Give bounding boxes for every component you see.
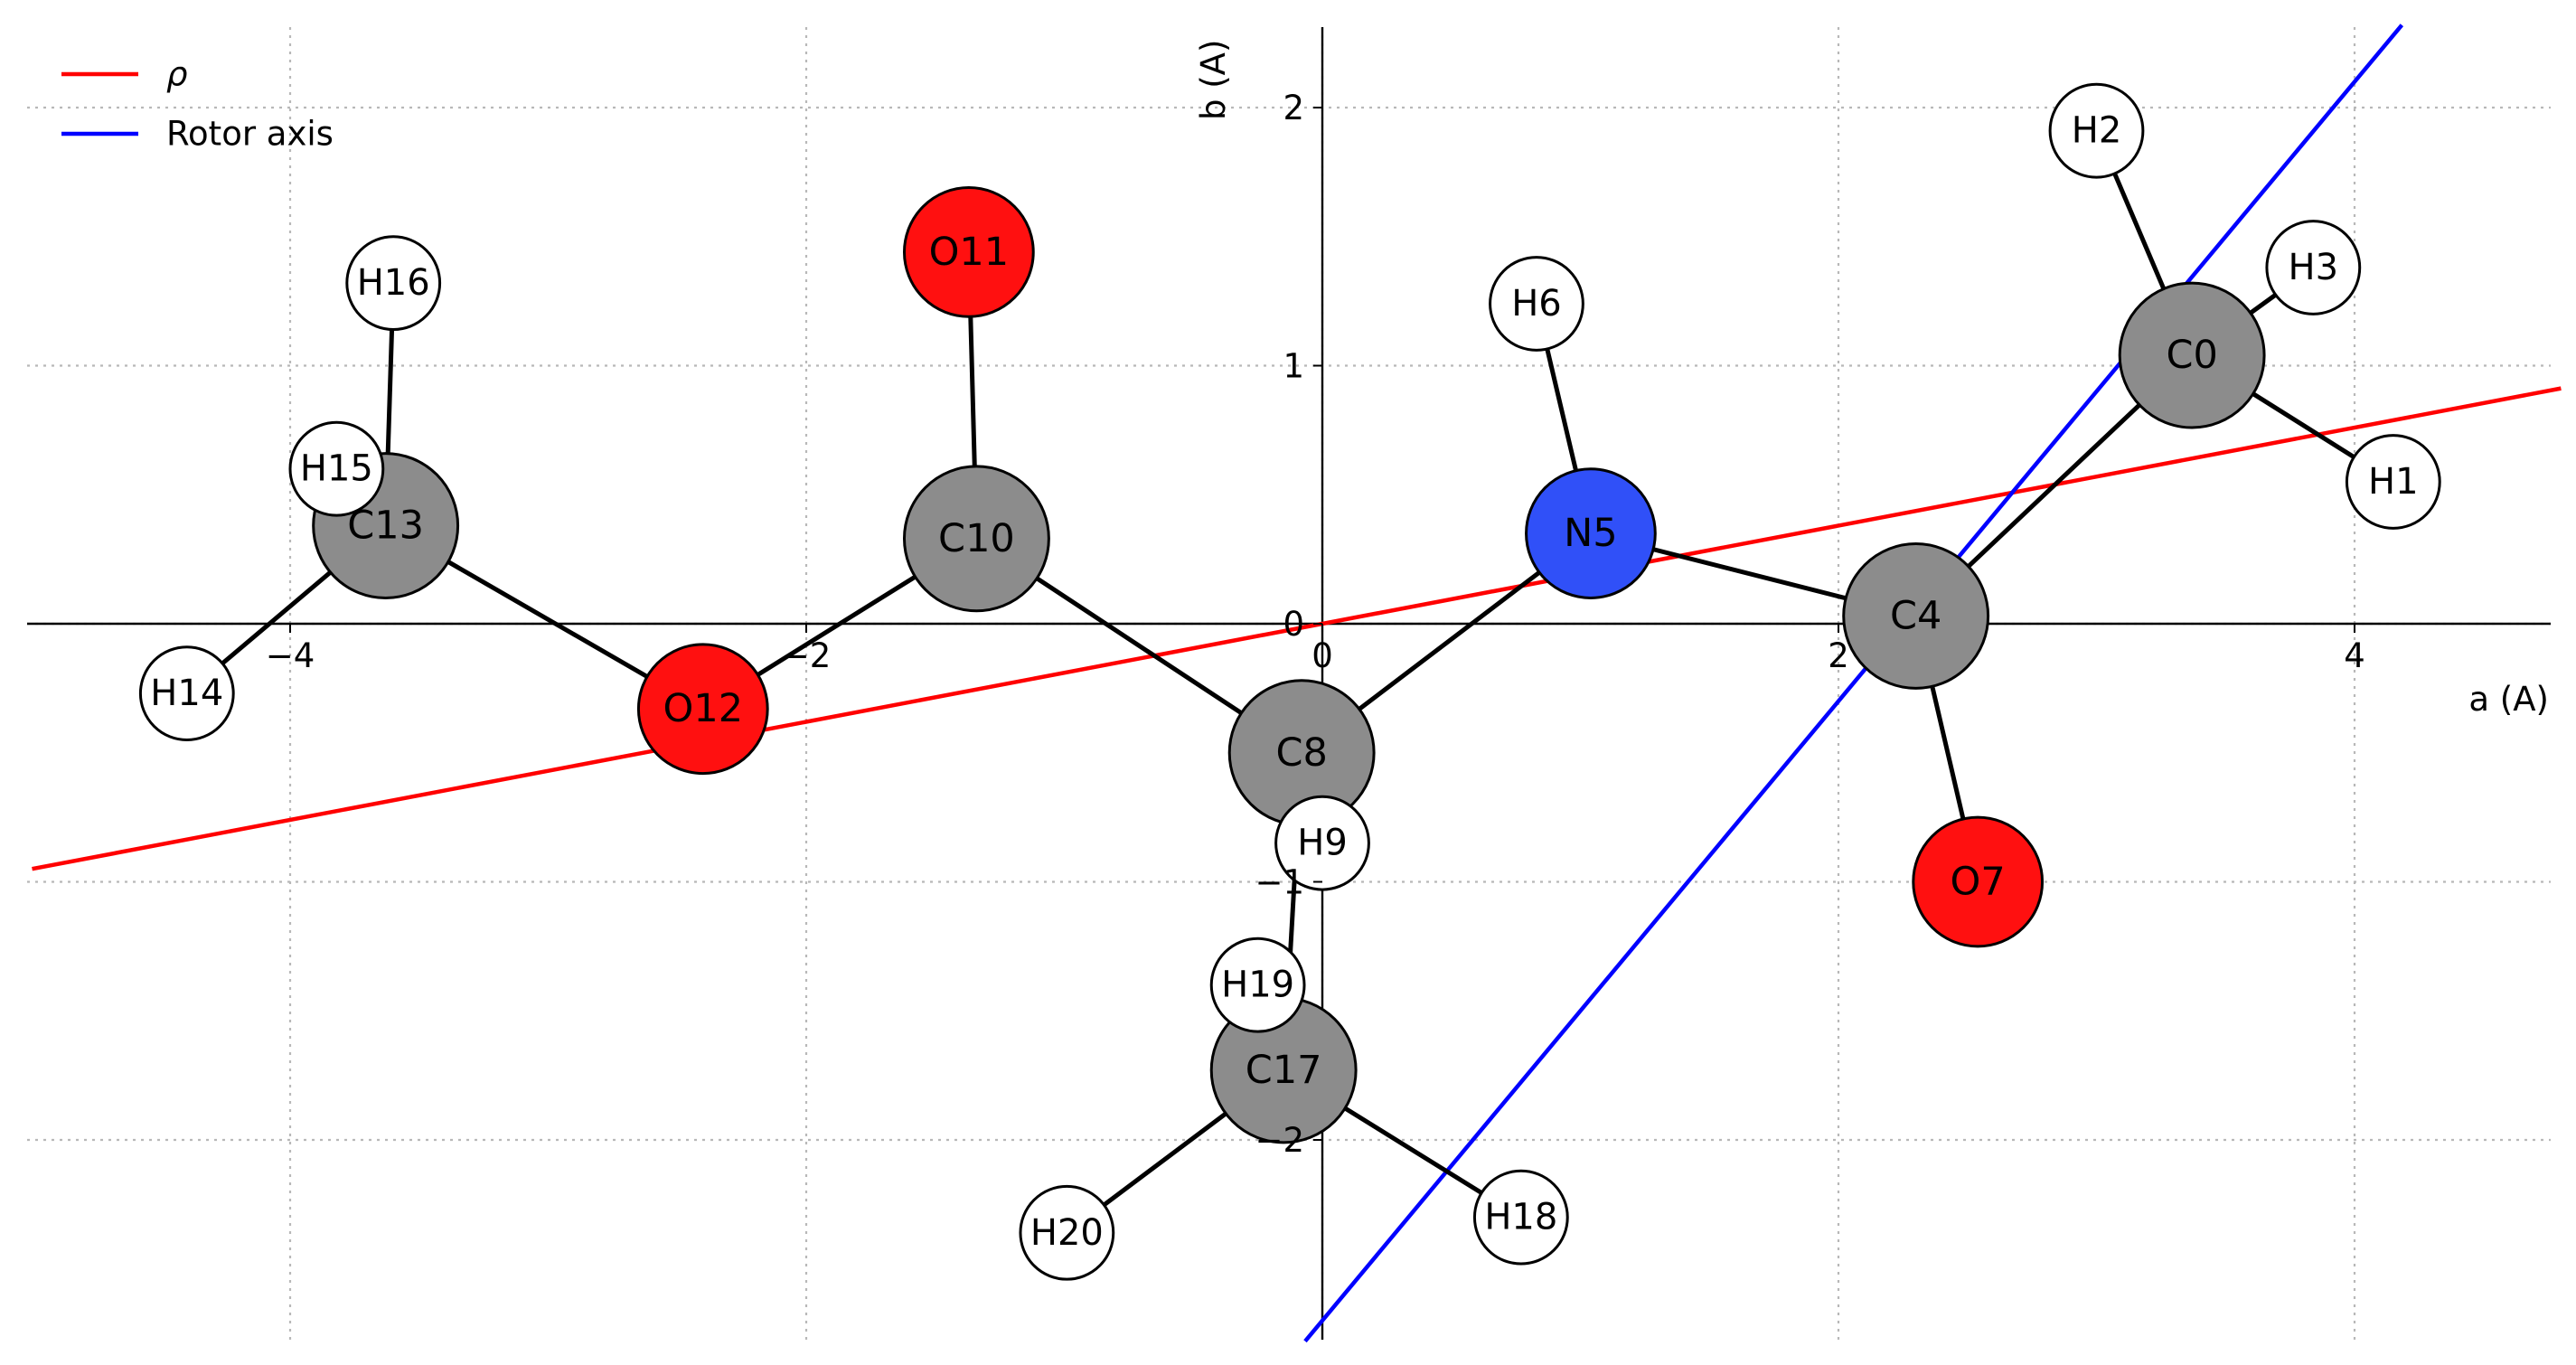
atom-c8: C8 xyxy=(1227,679,1376,827)
atom-h6: H6 xyxy=(1489,256,1584,352)
atom-label-h16: H16 xyxy=(357,262,430,304)
atom-label-c8: C8 xyxy=(1275,730,1327,776)
atom-h15: H15 xyxy=(288,420,385,517)
atom-c4: C4 xyxy=(1842,541,1990,690)
atom-h20: H20 xyxy=(1019,1184,1115,1281)
atom-label-c4: C4 xyxy=(1890,593,1941,638)
atom-marker-c4 xyxy=(1842,541,1990,690)
atom-label-h3: H3 xyxy=(2289,247,2339,288)
atom-h2: H2 xyxy=(2048,82,2145,179)
atom-label-h9: H9 xyxy=(1297,823,1348,864)
atom-label-h19: H19 xyxy=(1221,965,1294,1006)
x-tick-label: 0 xyxy=(1312,636,1333,675)
atom-label-h2: H2 xyxy=(2072,110,2122,152)
atoms: C13 C10C17C8C4C0O12O11N5O7H14H15H16H19H20… xyxy=(138,82,2441,1281)
x-tick-label: 4 xyxy=(2344,636,2365,675)
atom-label-h15: H15 xyxy=(300,448,373,490)
atom-o12: O12 xyxy=(636,643,769,776)
atom-h3: H3 xyxy=(2265,220,2362,315)
atom-marker-h15 xyxy=(288,420,385,517)
atom-o11: O11 xyxy=(902,186,1035,318)
atom-marker-h6 xyxy=(1489,256,1584,352)
atom-h9: H9 xyxy=(1274,795,1370,891)
y-axis-label: b (A) xyxy=(1194,40,1233,120)
atom-marker-h19 xyxy=(1209,937,1306,1033)
x-axis-label: a (A) xyxy=(2468,680,2549,719)
y-tick-label: −1 xyxy=(1255,863,1304,902)
atom-label-h1: H1 xyxy=(2368,461,2419,503)
atom-label-c10: C10 xyxy=(938,516,1015,561)
atom-marker-h14 xyxy=(138,645,235,741)
atom-label-n5: N5 xyxy=(1564,511,1618,556)
atom-marker-h2 xyxy=(2048,82,2145,179)
ticks: −4 −2 0 2 4 2 1 0 −1 −2 xyxy=(266,89,2365,1160)
atom-h14: H14 xyxy=(138,645,235,741)
atom-marker-h1 xyxy=(2345,434,2441,530)
atom-marker-o7 xyxy=(1912,815,2045,948)
atom-label-c17: C17 xyxy=(1246,1048,1322,1093)
atom-h19: H19 xyxy=(1209,937,1306,1033)
atom-label-h20: H20 xyxy=(1030,1212,1104,1254)
reference-lines xyxy=(32,24,2562,1343)
atom-n5: N5 xyxy=(1525,467,1657,599)
atom-c17: C17 xyxy=(1209,996,1358,1144)
y-tick-label: 2 xyxy=(1283,89,1304,127)
atom-label-h6: H6 xyxy=(1511,283,1562,325)
atom-marker-o12 xyxy=(636,643,769,776)
rotor-axis-line xyxy=(1303,24,2404,1343)
atom-h18: H18 xyxy=(1472,1169,1569,1266)
legend-label-rho: ρ xyxy=(166,55,188,94)
atom-marker-c10 xyxy=(902,465,1050,613)
y-tick-label: 1 xyxy=(1283,347,1304,386)
atom-label-c13: C13 xyxy=(347,504,424,549)
atom-label-o11: O11 xyxy=(929,230,1010,275)
atom-label-o12: O12 xyxy=(663,686,744,731)
atom-marker-h16 xyxy=(345,235,442,332)
atom-h1: H1 xyxy=(2345,434,2441,530)
atom-h16: H16 xyxy=(345,235,442,332)
atom-marker-h18 xyxy=(1472,1169,1569,1266)
atom-c10: C10 xyxy=(902,465,1050,613)
atom-marker-o11 xyxy=(902,186,1035,318)
x-tick-label: −2 xyxy=(782,636,832,675)
atom-label-o7: O7 xyxy=(1951,860,2006,905)
atom-marker-n5 xyxy=(1525,467,1657,599)
legend-label-rotor-axis: Rotor axis xyxy=(166,115,334,154)
atom-marker-c0 xyxy=(2118,281,2266,429)
atom-label-h18: H18 xyxy=(1484,1197,1557,1238)
legend: ρ Rotor axis xyxy=(61,55,334,154)
atom-marker-h9 xyxy=(1274,795,1370,891)
atom-o7: O7 xyxy=(1912,815,2045,948)
rho-line xyxy=(32,386,2562,871)
atom-c0: C0 xyxy=(2118,281,2266,429)
atom-marker-h3 xyxy=(2265,220,2362,315)
x-tick-label: −4 xyxy=(266,636,315,675)
y-tick-label: −2 xyxy=(1255,1121,1304,1160)
atom-marker-h20 xyxy=(1019,1184,1115,1281)
y-tick-label: 0 xyxy=(1283,605,1304,644)
atom-label-c0: C0 xyxy=(2166,333,2217,378)
x-tick-label: 2 xyxy=(1828,636,1849,675)
atom-label-h14: H14 xyxy=(150,673,223,714)
